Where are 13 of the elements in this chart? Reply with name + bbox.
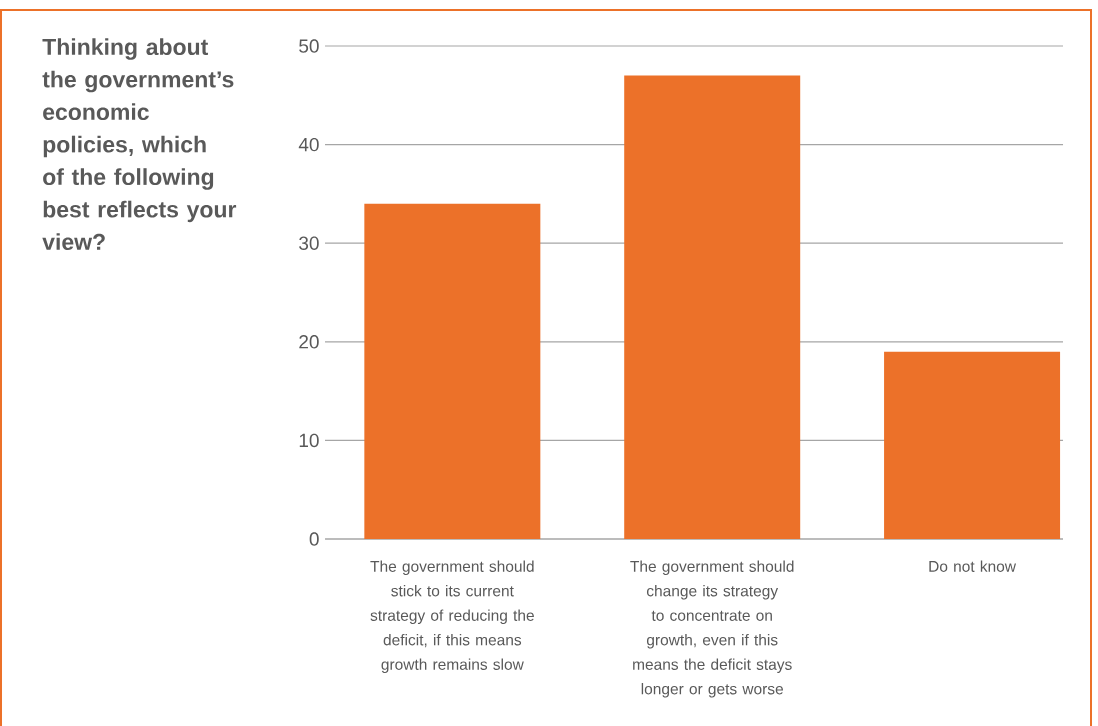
y-tick-label: 30 — [299, 236, 319, 250]
x-tick-label: The government should stick to its current strategy of reducing the deficit, if this means growth remains slow — [370, 560, 534, 673]
y-tick-label: 0 — [309, 532, 319, 546]
bar — [364, 203, 541, 540]
y-tick-label: 50 — [299, 39, 319, 53]
y-tick-label: 40 — [298, 137, 319, 152]
x-tick-label: The government should change its strategy to concentrate on growth, even if this means the deficit stays longer or gets worse — [630, 560, 794, 698]
x-tick-label: Do not know — [929, 560, 1017, 572]
text: Thinking about the government’s economic policies, which of the following best reflects your view? — [42, 38, 237, 251]
y-tick-label: 10 — [299, 433, 319, 448]
y-tick-label: 20 — [299, 335, 319, 349]
bar — [884, 351, 1061, 540]
bar — [624, 75, 801, 540]
